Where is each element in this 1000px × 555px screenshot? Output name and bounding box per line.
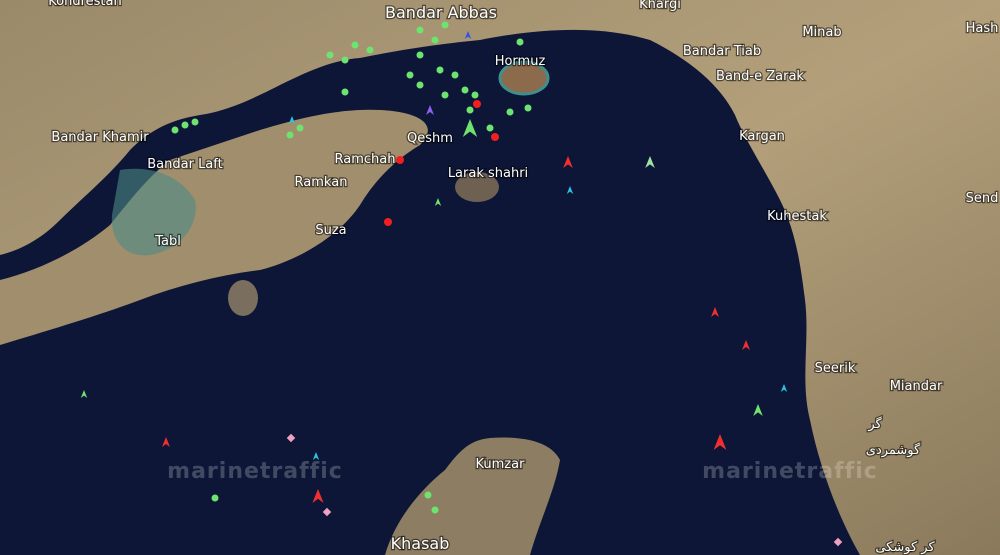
place-label: Suza [315,223,346,238]
vessel[interactable] [431,506,439,514]
vessel[interactable] [441,91,449,99]
place-label: Band-e Zarak [716,69,804,84]
vessel[interactable] [711,307,719,317]
vessel[interactable] [461,86,469,94]
vessel[interactable] [426,105,434,115]
vessel[interactable] [516,38,524,46]
vessel[interactable] [742,340,750,350]
labels: Bandar Abbas Hormuz Bandar Tiab Minab Band-e… [47,0,1000,555]
vessel[interactable] [171,126,179,134]
land-west [0,109,428,345]
place-label: Hormuz [495,54,546,69]
vessel[interactable] [396,156,404,164]
vessel[interactable] [296,124,304,132]
place-label: Kuhestak [767,209,827,224]
vessel[interactable] [645,156,655,168]
vessel[interactable] [211,494,219,502]
vessel[interactable] [563,156,573,168]
vessel[interactable] [162,437,170,447]
vessel[interactable] [713,434,727,450]
place-label: Larak shahri [448,166,528,181]
hormuz-island [498,60,550,96]
vessel[interactable] [524,104,532,112]
vessel[interactable] [424,491,432,499]
vessel[interactable] [384,218,392,226]
vessel[interactable] [833,537,843,547]
vessel[interactable] [326,51,334,59]
place-label: Ramkan [295,175,348,190]
vessel[interactable] [191,118,199,126]
vessel[interactable] [181,121,189,129]
vessel[interactable] [286,131,294,139]
place-label: Khasab [391,534,450,553]
place-label: Bandar Abbas [385,3,497,22]
place-label: Hash [966,21,999,36]
vessel[interactable] [416,26,424,34]
place-label: Minab [802,25,841,40]
vessel[interactable] [506,108,514,116]
place-label: Send [966,191,999,206]
place-label: Qeshm [407,131,453,146]
hengam-island [228,280,258,316]
vessel[interactable] [566,186,574,194]
vessel[interactable] [431,36,439,44]
vessel[interactable] [441,21,449,29]
watermark: marinetraffic [702,459,878,484]
vessel[interactable] [406,71,414,79]
vessel[interactable] [286,433,296,443]
place-label: Kumzar [476,457,526,472]
vessel[interactable] [351,41,359,49]
larak-island [455,172,499,202]
vessel[interactable] [466,106,474,114]
vessel[interactable] [416,81,424,89]
vessel[interactable] [473,100,481,108]
vessel[interactable] [366,46,374,54]
vessel[interactable] [464,31,472,39]
vessel[interactable] [486,124,494,132]
shallows [111,168,196,256]
vessel[interactable] [80,390,88,398]
place-label: Bandar Khamir [51,130,149,145]
vessel[interactable] [451,71,459,79]
vessel[interactable] [491,133,499,141]
place-label: Tabl [154,234,181,249]
vessel[interactable] [436,66,444,74]
watermark: marinetraffic [167,459,343,484]
place-label: گر [867,416,882,432]
vessel[interactable] [312,452,320,460]
vessel[interactable] [312,489,324,503]
vessel[interactable] [780,384,788,392]
place-label: کر کوشکی [875,540,935,555]
place-label: Seerik [815,361,856,376]
place-label: Khargi [639,0,681,12]
vessel[interactable] [753,404,763,416]
place-label: Bandar Laft [147,157,222,172]
vessel[interactable] [288,116,296,124]
ship-markers [80,21,843,547]
place-label: Bandar Tiab [683,44,761,59]
vessel[interactable] [434,198,442,206]
vessel[interactable] [341,56,349,64]
land-musandam [385,437,560,555]
place-label: Ramchah [335,152,396,167]
vessel[interactable] [471,91,479,99]
place-label: Miandar [890,379,943,394]
vessel[interactable] [462,119,478,137]
place-label: Kargan [739,129,785,144]
vessel[interactable] [322,507,332,517]
place-label: Kohdrestan [48,0,121,9]
place-label: گوشمردی [866,442,921,458]
vessel[interactable] [416,51,424,59]
vessel[interactable] [341,88,349,96]
